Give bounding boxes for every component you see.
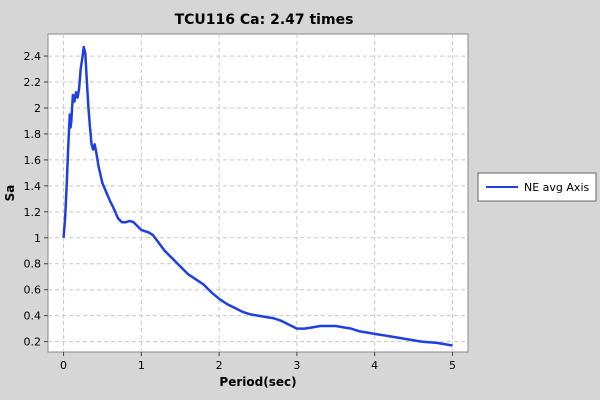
y-tick-label: 2: [34, 102, 41, 115]
series-layer: [62, 45, 453, 347]
y-tick-label: 1.8: [24, 128, 42, 141]
plot-area: [47, 33, 469, 353]
ticks: 0 1 2 3 4 5 0.2 0.4 0.6 0.8 1 1.2 1.4 1.6 1.8 2 2.2 2.4: [24, 50, 456, 372]
legend: NE avg Axis: [477, 172, 597, 202]
series-line: [62, 45, 453, 347]
y-tick-label: 0.6: [24, 284, 42, 297]
x-tick-label: 3: [293, 359, 300, 372]
y-tick-label: 2.4: [24, 50, 42, 63]
y-tick-label: 1.4: [24, 180, 42, 193]
x-tick-label: 2: [216, 359, 223, 372]
y-tick-label: 2.2: [24, 76, 42, 89]
y-tick-label: 0.8: [24, 258, 42, 271]
y-axis-label: Sa: [3, 185, 17, 202]
x-tick-label: 1: [138, 359, 145, 372]
x-tick-label: 0: [60, 359, 67, 372]
y-tick-label: 1.6: [24, 154, 42, 167]
y-tick-label: 0.4: [24, 310, 42, 323]
y-tick-label: 1.2: [24, 206, 42, 219]
grid: [48, 34, 468, 352]
legend-label: NE avg Axis: [524, 181, 589, 194]
x-tick-label: 4: [371, 359, 378, 372]
y-tick-label: 1: [34, 232, 41, 245]
x-axis-label: Period(sec): [219, 375, 296, 389]
y-tick-label: 0.2: [24, 336, 42, 349]
chart-title: TCU116 Ca: 2.47 times: [175, 12, 354, 28]
x-tick-label: 5: [449, 359, 456, 372]
